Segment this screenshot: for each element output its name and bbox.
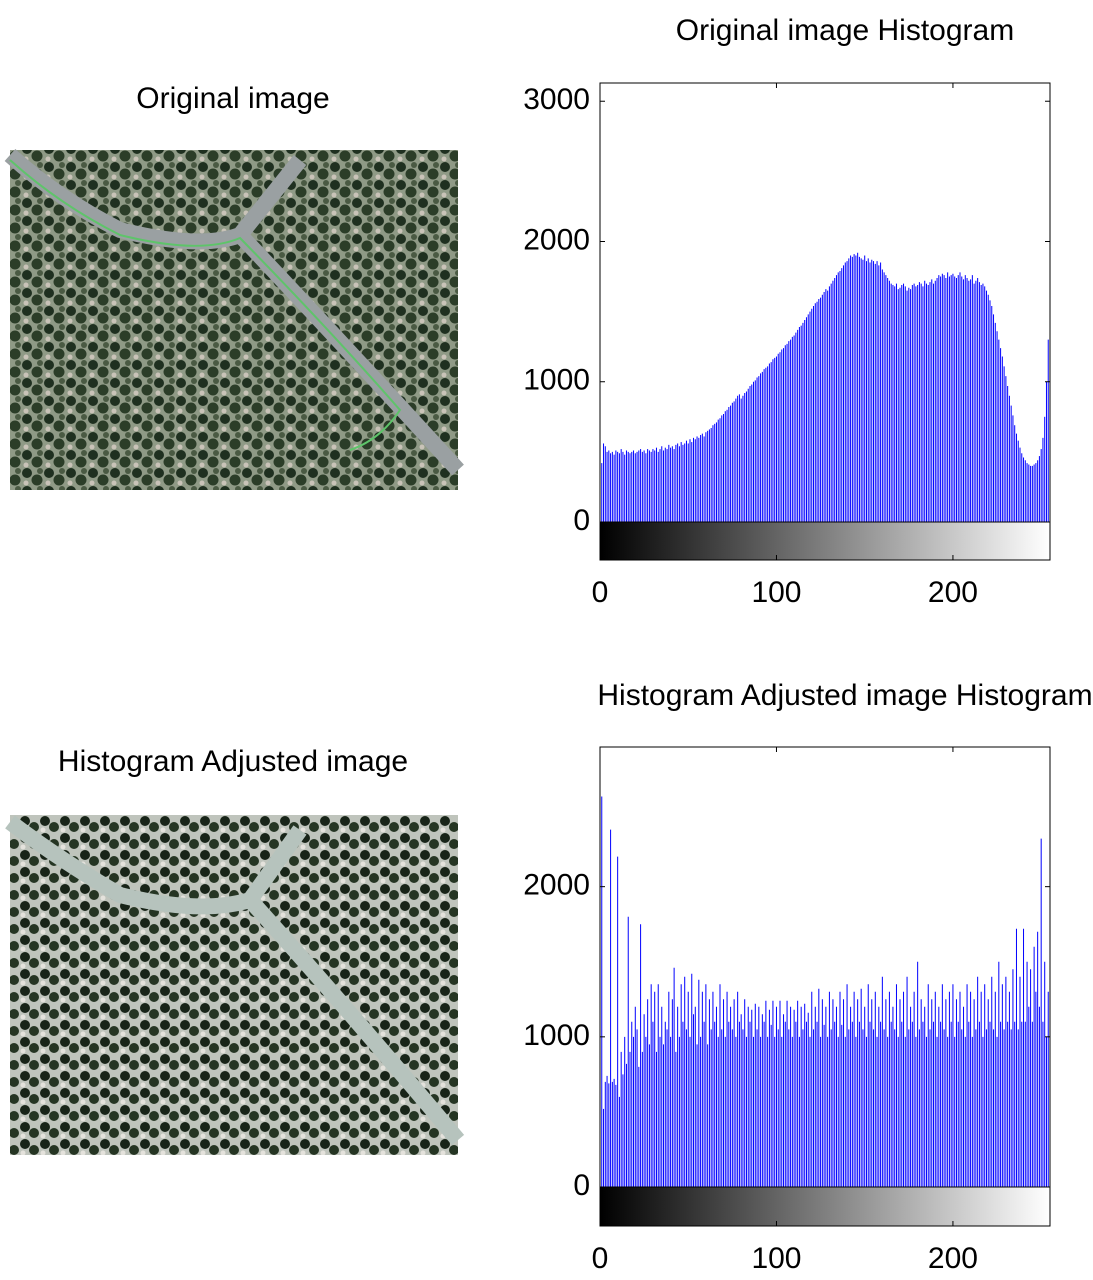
y-tick-label: 3000 — [523, 83, 590, 116]
y-tick-label: 1000 — [523, 1019, 590, 1052]
page: Original image Histogram Adjusted image … — [0, 0, 1093, 1280]
x-tick-label: 0 — [592, 576, 609, 609]
y-tick-label: 0 — [573, 504, 590, 537]
image-title: Histogram Adjusted image — [58, 745, 408, 778]
image-title: Original image — [136, 82, 329, 115]
y-tick-label: 2000 — [523, 223, 590, 256]
y-tick-label: 1000 — [523, 364, 590, 397]
x-tick-label: 200 — [928, 1242, 978, 1275]
x-tick-label: 200 — [928, 576, 978, 609]
x-tick-label: 100 — [751, 576, 801, 609]
original-image — [10, 150, 458, 490]
colorbar — [600, 522, 1050, 560]
colorbar — [600, 1187, 1050, 1226]
chart-title: Original image Histogram — [676, 14, 1014, 47]
y-tick-label: 2000 — [523, 869, 590, 902]
figure: Original image Histogram Adjusted image … — [0, 0, 1093, 1280]
adjusted-image — [10, 815, 458, 1155]
x-tick-label: 100 — [751, 1242, 801, 1275]
y-tick-label: 0 — [573, 1169, 590, 1202]
chart-title: Histogram Adjusted image Histogram — [597, 679, 1092, 712]
x-tick-label: 0 — [592, 1242, 609, 1275]
